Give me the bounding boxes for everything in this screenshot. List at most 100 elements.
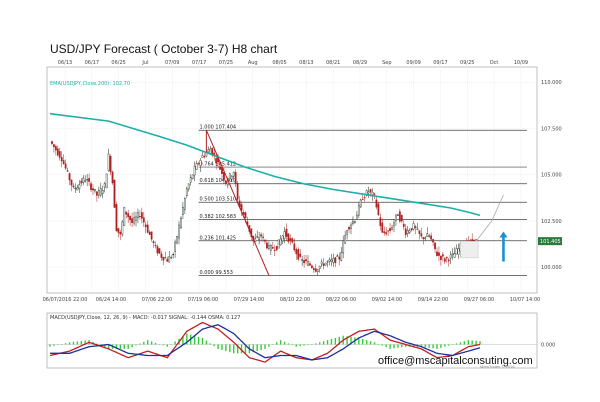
forecast-box	[460, 241, 479, 259]
candle-body	[144, 224, 147, 228]
candle-body	[412, 223, 415, 230]
candle-body	[82, 177, 85, 183]
candle-body	[174, 241, 176, 252]
candle-body	[402, 223, 405, 227]
macd-label: MACD(USDJPY,Close, 12, 26, 9) - MACD: -0…	[50, 315, 240, 321]
candle-body	[183, 197, 186, 210]
candle-body	[236, 183, 239, 200]
osma-bar	[209, 343, 211, 345]
candle-body	[119, 232, 122, 235]
osma-bar	[119, 344, 122, 349]
osma-bar	[350, 336, 352, 345]
candle-body	[348, 226, 350, 230]
top-date-label: 06/25	[111, 60, 125, 66]
ema-line	[49, 112, 481, 217]
osma-bar	[385, 344, 387, 348]
osma-bar	[319, 342, 321, 345]
candle-body	[176, 236, 178, 244]
candle-body	[230, 175, 233, 180]
bottom-date-label: 10/07 14:00	[510, 297, 540, 303]
candle-body	[367, 191, 370, 194]
osma-bar	[80, 340, 82, 345]
candle-body	[318, 265, 321, 269]
osma-bar	[463, 341, 466, 345]
y-tick-label: 107.500	[541, 126, 562, 132]
main-pane-frame	[46, 66, 538, 294]
fib-level-label: 1.000 107.404	[200, 125, 237, 131]
candle-body	[113, 179, 116, 208]
candle-body	[447, 259, 450, 262]
osma-bar	[455, 343, 458, 345]
candle-body	[125, 211, 128, 215]
osma-bar	[436, 344, 438, 349]
top-date-label: 09/09	[406, 60, 420, 66]
osma-bar	[72, 341, 75, 345]
candle-body	[160, 253, 163, 258]
osma-bar	[432, 344, 434, 349]
osma-bar	[123, 344, 125, 349]
candle-body	[314, 268, 317, 272]
candle-body	[109, 156, 112, 173]
osma-bar	[479, 341, 481, 345]
osma-bar	[135, 344, 137, 346]
osma-bar	[428, 344, 430, 348]
candle-body	[256, 236, 259, 238]
osma-bar	[346, 336, 348, 345]
candle-body	[51, 141, 53, 144]
candle-body	[320, 261, 323, 265]
osma-bar	[225, 344, 227, 352]
candle-body	[234, 171, 237, 184]
candle-body	[406, 230, 409, 234]
candle-body	[80, 180, 83, 184]
bottom-date-label: 06/24 14:00	[96, 297, 126, 303]
top-date-label: Oct	[490, 60, 499, 66]
candle-body	[332, 258, 335, 263]
bottom-date-label: 07/19 06:00	[188, 297, 218, 303]
candle-body	[400, 215, 403, 222]
candle-body	[311, 265, 313, 269]
osma-bar	[96, 343, 98, 345]
osma-bar	[405, 344, 407, 347]
candle-body	[381, 222, 384, 233]
fib-level-label: 0.000 99.553	[200, 270, 233, 276]
candle-body	[195, 163, 198, 170]
osma-bar	[334, 337, 337, 345]
osma-bar	[205, 340, 208, 345]
osma-bar	[213, 344, 215, 347]
candle-body	[53, 144, 55, 148]
osma-bar	[174, 341, 176, 345]
candle-body	[373, 193, 376, 195]
candle-body	[283, 231, 286, 239]
candle-body	[154, 245, 157, 247]
osma-bar	[362, 339, 364, 345]
candle-body	[269, 245, 272, 251]
current-price-tag	[538, 237, 562, 246]
candle-body	[172, 254, 175, 256]
candle-body	[133, 217, 135, 224]
candle-body	[158, 248, 161, 254]
osma-bar	[84, 340, 86, 345]
candle-body	[391, 227, 393, 230]
candle-body	[78, 184, 81, 189]
candle-body	[289, 238, 292, 241]
candle-body	[260, 234, 262, 237]
candle-body	[301, 259, 304, 261]
osma-bar	[193, 335, 196, 345]
candle-body	[152, 241, 155, 244]
candle-body	[350, 224, 352, 229]
top-date-label: 08/29	[353, 60, 367, 66]
y-tick-label: 110.000	[541, 80, 562, 86]
candle-body	[453, 253, 456, 258]
candle-body	[137, 212, 139, 219]
copyright-text: MetaTrader © 2016	[480, 364, 515, 369]
candle-body	[371, 192, 374, 195]
candle-body	[54, 146, 57, 151]
top-date-label: 10/09	[514, 60, 528, 66]
candle-body	[58, 151, 61, 158]
candle-body	[326, 261, 329, 263]
candle-body	[86, 179, 89, 181]
candle-body	[135, 216, 137, 221]
candle-body	[330, 259, 333, 262]
candle-body	[346, 230, 348, 235]
candle-body	[436, 251, 438, 256]
